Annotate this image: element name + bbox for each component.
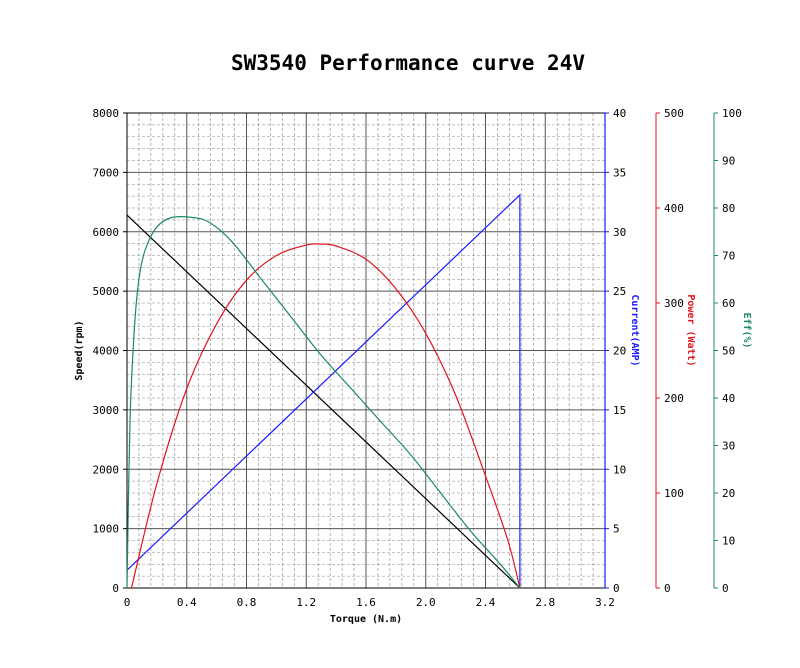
power-tick-label: 100 <box>664 487 684 500</box>
eff-tick-label: 30 <box>722 440 735 453</box>
eff-tick-label: 50 <box>722 345 735 358</box>
power-axis-label: Power (Watt) <box>685 294 696 366</box>
x-tick-label: 1.6 <box>356 596 376 609</box>
axes-group: 0 0.4 0.8 1.2 1.6 2.0 2.4 2.8 3.2010002000300040… <box>74 107 752 609</box>
plot-grid <box>126 112 606 589</box>
power-tick-label: 200 <box>664 392 684 405</box>
x-tick-label: 1.2 <box>296 596 316 609</box>
curves-group <box>126 193 521 589</box>
power-tick-label: 0 <box>664 582 671 595</box>
power-tick-label: 400 <box>664 202 684 215</box>
speed-tick-label: 2000 <box>93 463 120 476</box>
eff-tick-label: 90 <box>722 155 735 168</box>
speed-tick-label: 8000 <box>93 107 120 120</box>
speed-tick-label: 5000 <box>93 285 120 298</box>
speed-tick-label: 4000 <box>93 345 120 358</box>
current-tick-label: 0 <box>613 582 620 595</box>
current-tick-label: 35 <box>613 166 626 179</box>
eff-tick-label: 20 <box>722 487 735 500</box>
eff-tick-label: 40 <box>722 392 735 405</box>
eff-tick-label: 60 <box>722 297 735 310</box>
eff-axis-label: Eff(%) <box>741 312 752 348</box>
eff-tick-label: 10 <box>722 535 735 548</box>
current-tick-label: 25 <box>613 285 626 298</box>
speed-tick-label: 3000 <box>93 404 120 417</box>
x-tick-label: 2.8 <box>535 596 555 609</box>
eff-curve <box>126 215 521 589</box>
eff-tick-label: 100 <box>722 107 742 120</box>
x-axis-label: Torque (N.m) <box>330 614 402 625</box>
current-tick-label: 5 <box>613 523 620 536</box>
x-tick-label: 3.2 <box>595 596 615 609</box>
current-axis-label: Current(AMP) <box>629 294 640 366</box>
power-tick-label: 500 <box>664 107 684 120</box>
current-tick-label: 30 <box>613 226 626 239</box>
eff-tick-label: 70 <box>722 250 735 263</box>
x-tick-label: 2.0 <box>416 596 436 609</box>
speed-curve <box>126 214 521 589</box>
x-tick-label: 0 <box>124 596 131 609</box>
speed-tick-label: 6000 <box>93 226 120 239</box>
chart-title: SW3540 Performance curve 24V <box>231 51 585 75</box>
speed-axis-label: Speed(rpm) <box>74 320 85 380</box>
power-tick-label: 300 <box>664 297 684 310</box>
current-tick-label: 10 <box>613 463 626 476</box>
x-tick-label: 0.8 <box>237 596 257 609</box>
eff-tick-label: 80 <box>722 202 735 215</box>
current-tick-label: 40 <box>613 107 626 120</box>
x-tick-label: 2.4 <box>476 596 496 609</box>
current-tick-label: 20 <box>613 345 626 358</box>
speed-tick-label: 1000 <box>93 523 120 536</box>
current-tick-label: 15 <box>613 404 626 417</box>
speed-tick-label: 7000 <box>93 166 120 179</box>
power-curve <box>130 243 521 589</box>
speed-tick-label: 0 <box>112 582 119 595</box>
eff-tick-label: 0 <box>722 582 729 595</box>
x-tick-label: 0.4 <box>177 596 197 609</box>
current-curve <box>126 193 521 588</box>
